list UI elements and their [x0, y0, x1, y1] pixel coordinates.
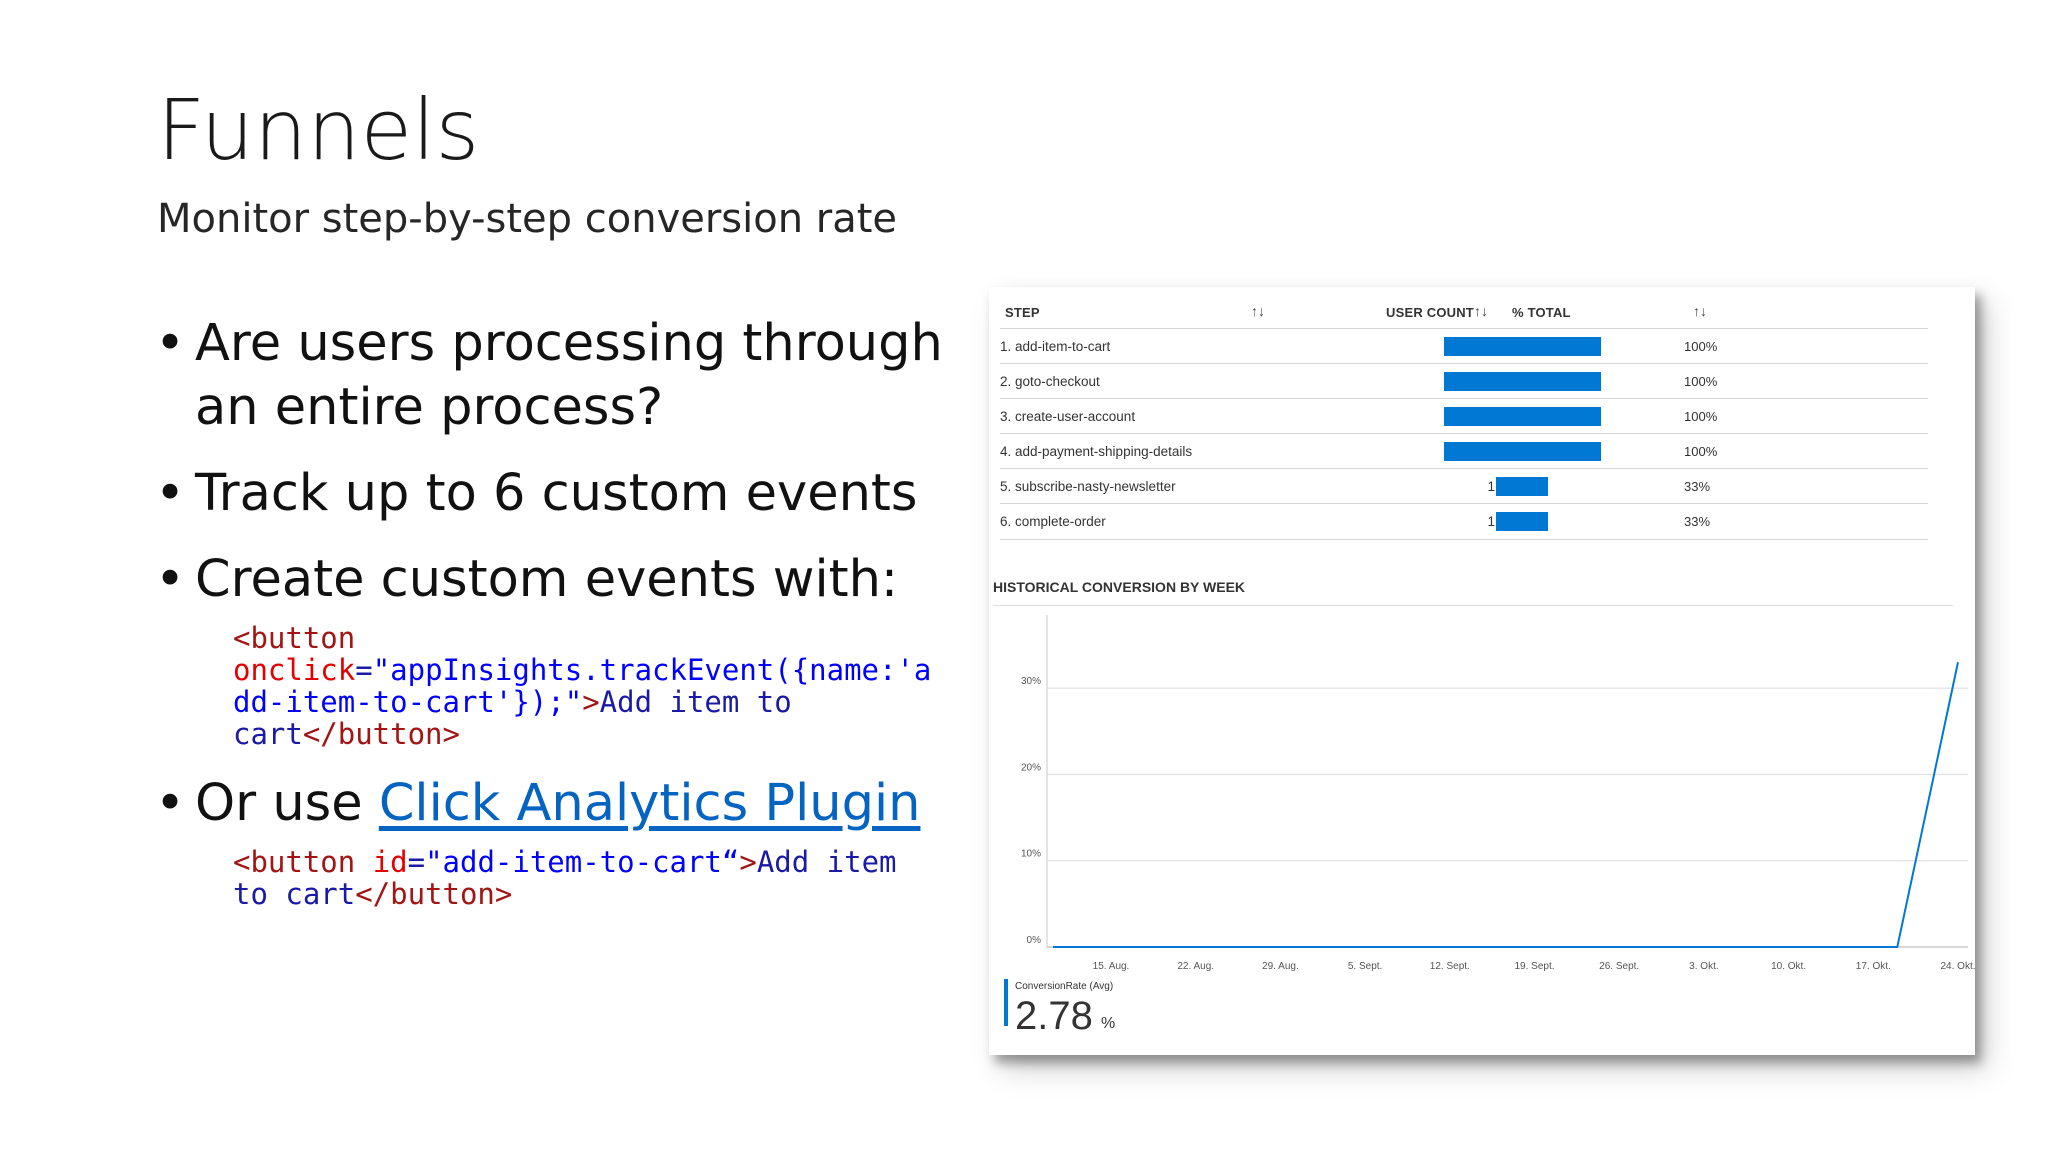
code-token: > — [739, 845, 757, 879]
code-token: onclick — [233, 653, 356, 687]
code-token: "add-item-to-cart“ — [425, 845, 740, 879]
column-header-total[interactable]: % TOTAL — [1512, 305, 1571, 320]
percent-value: 100% — [1684, 409, 1718, 424]
metric-accent-bar — [1004, 979, 1008, 1026]
table-row[interactable]: 6. complete-order 1 33% — [1000, 503, 1928, 540]
code-token: </button> — [355, 877, 513, 911]
x-tick-label: 5. Sept. — [1348, 961, 1382, 972]
metric-label: ConversionRate (Avg) — [1015, 981, 1114, 992]
metric-unit: % — [1101, 1015, 1116, 1032]
bullet-item: • Create custom events with: — [155, 548, 945, 612]
funnel-screenshot-panel: STEP ↑↓ USER COUNT ↑↓ % TOTAL ↑↓ 1. add-… — [989, 287, 1975, 1055]
bullet-item: • Track up to 6 custom events — [155, 462, 945, 526]
slide-title: Funnels — [157, 81, 480, 179]
code-token: <button — [233, 621, 356, 655]
conversion-line-chart: 0% 10% 20% 30% 15. Aug. 22. Aug. 29. Aug. 5. Se… — [1021, 615, 1975, 972]
percent-value: 100% — [1684, 444, 1718, 459]
y-tick-label: 30% — [1021, 676, 1041, 687]
sort-icon[interactable]: ↑↓ — [1693, 303, 1707, 319]
user-count-value: 1 — [1487, 514, 1495, 529]
code-token: to cart — [233, 877, 356, 911]
click-analytics-plugin-link[interactable]: Click Analytics Plugin — [378, 774, 921, 833]
step-label: 3. create-user-account — [1000, 409, 1136, 424]
bullet-text: Are users processing through an entire p… — [195, 314, 943, 437]
table-row[interactable]: 3. create-user-account 3 100% — [1000, 398, 1928, 434]
percent-bar — [1496, 512, 1548, 531]
code-token: dd-item-to-cart'});" — [233, 685, 583, 719]
x-tick-label: 19. Sept. — [1514, 961, 1554, 972]
x-tick-label: 17. Okt. — [1856, 961, 1891, 972]
percent-value: 100% — [1684, 374, 1718, 389]
percent-value: 100% — [1684, 339, 1718, 354]
code-token: id — [372, 845, 408, 879]
step-label: 1. add-item-to-cart — [1000, 339, 1111, 354]
slide-subtitle: Monitor step-by-step conversion rate — [157, 196, 898, 242]
code-token: = — [355, 653, 373, 687]
x-tick-label: 10. Okt. — [1771, 961, 1806, 972]
sort-icon[interactable]: ↑↓ — [1474, 303, 1488, 319]
bullet-item: • Or use Click Analytics Plugin — [155, 772, 945, 836]
column-header-user-count[interactable]: USER COUNT — [1386, 305, 1474, 320]
code-token: = — [407, 845, 426, 879]
code-snippet-track-event: <button onclick="appInsights.trackEvent(… — [233, 622, 945, 750]
y-tick-label: 10% — [1021, 849, 1041, 860]
table-row[interactable]: 2. goto-checkout 3 100% — [1000, 363, 1928, 399]
percent-value: 33% — [1684, 479, 1711, 494]
step-label: 4. add-payment-shipping-details — [1000, 444, 1193, 459]
x-tick-label: 15. Aug. — [1093, 961, 1130, 972]
metric-value: 2.78 — [1015, 994, 1093, 1038]
bullet-dot: • — [155, 464, 186, 523]
percent-bar — [1443, 372, 1601, 391]
x-tick-label: 22. Aug. — [1177, 961, 1214, 972]
code-snippet-button-id: <button id="add-item-to-cart“>Add item t… — [233, 846, 945, 910]
y-tick-label: 20% — [1021, 762, 1041, 773]
step-label: 6. complete-order — [1000, 514, 1106, 529]
user-count-value: 1 — [1487, 479, 1495, 494]
step-label: 2. goto-checkout — [1000, 374, 1100, 389]
bullet-dot: • — [155, 314, 186, 373]
x-tick-label: 3. Okt. — [1689, 961, 1718, 972]
code-token: > — [582, 685, 600, 719]
x-tick-label: 12. Sept. — [1430, 961, 1470, 972]
step-label: 5. subscribe-nasty-newsletter — [1000, 479, 1176, 494]
bullet-text: Or use — [195, 774, 379, 833]
divider — [993, 605, 1953, 606]
x-tick-label: 24. Okt. — [1940, 961, 1975, 972]
bullet-dot: • — [155, 774, 186, 833]
table-row[interactable]: 1. add-item-to-cart 3 100% — [1000, 328, 1928, 364]
code-token: Add item to — [599, 685, 792, 719]
bullet-dot: • — [155, 550, 186, 609]
history-chart-title: HISTORICAL CONVERSION BY WEEK — [993, 579, 1246, 595]
bullet-list: • Are users processing through an entire… — [155, 312, 945, 932]
code-token: Add item — [756, 845, 897, 879]
percent-bar — [1443, 442, 1601, 461]
percent-bar — [1496, 477, 1548, 496]
percent-value: 33% — [1684, 514, 1711, 529]
code-token: "appInsights.trackEvent({name:'a — [372, 653, 932, 687]
code-token: </button> — [302, 717, 460, 751]
table-row[interactable]: 4. add-payment-shipping-details 3 100% — [1000, 433, 1928, 469]
bullet-text: Track up to 6 custom events — [195, 464, 918, 523]
percent-bar — [1443, 337, 1601, 356]
code-token: cart — [233, 717, 303, 751]
percent-bar — [1443, 407, 1601, 426]
table-row[interactable]: 5. subscribe-nasty-newsletter 1 33% — [1000, 468, 1928, 504]
x-tick-label: 26. Sept. — [1599, 961, 1639, 972]
column-header-step[interactable]: STEP — [1005, 305, 1040, 320]
y-tick-label: 0% — [1027, 935, 1042, 946]
sort-icon[interactable]: ↑↓ — [1251, 303, 1265, 319]
code-token: <button — [233, 845, 356, 879]
x-tick-label: 29. Aug. — [1262, 961, 1299, 972]
series-line — [1053, 662, 1959, 948]
bullet-text: Create custom events with: — [195, 550, 899, 609]
bullet-item: • Are users processing through an entire… — [155, 312, 945, 440]
